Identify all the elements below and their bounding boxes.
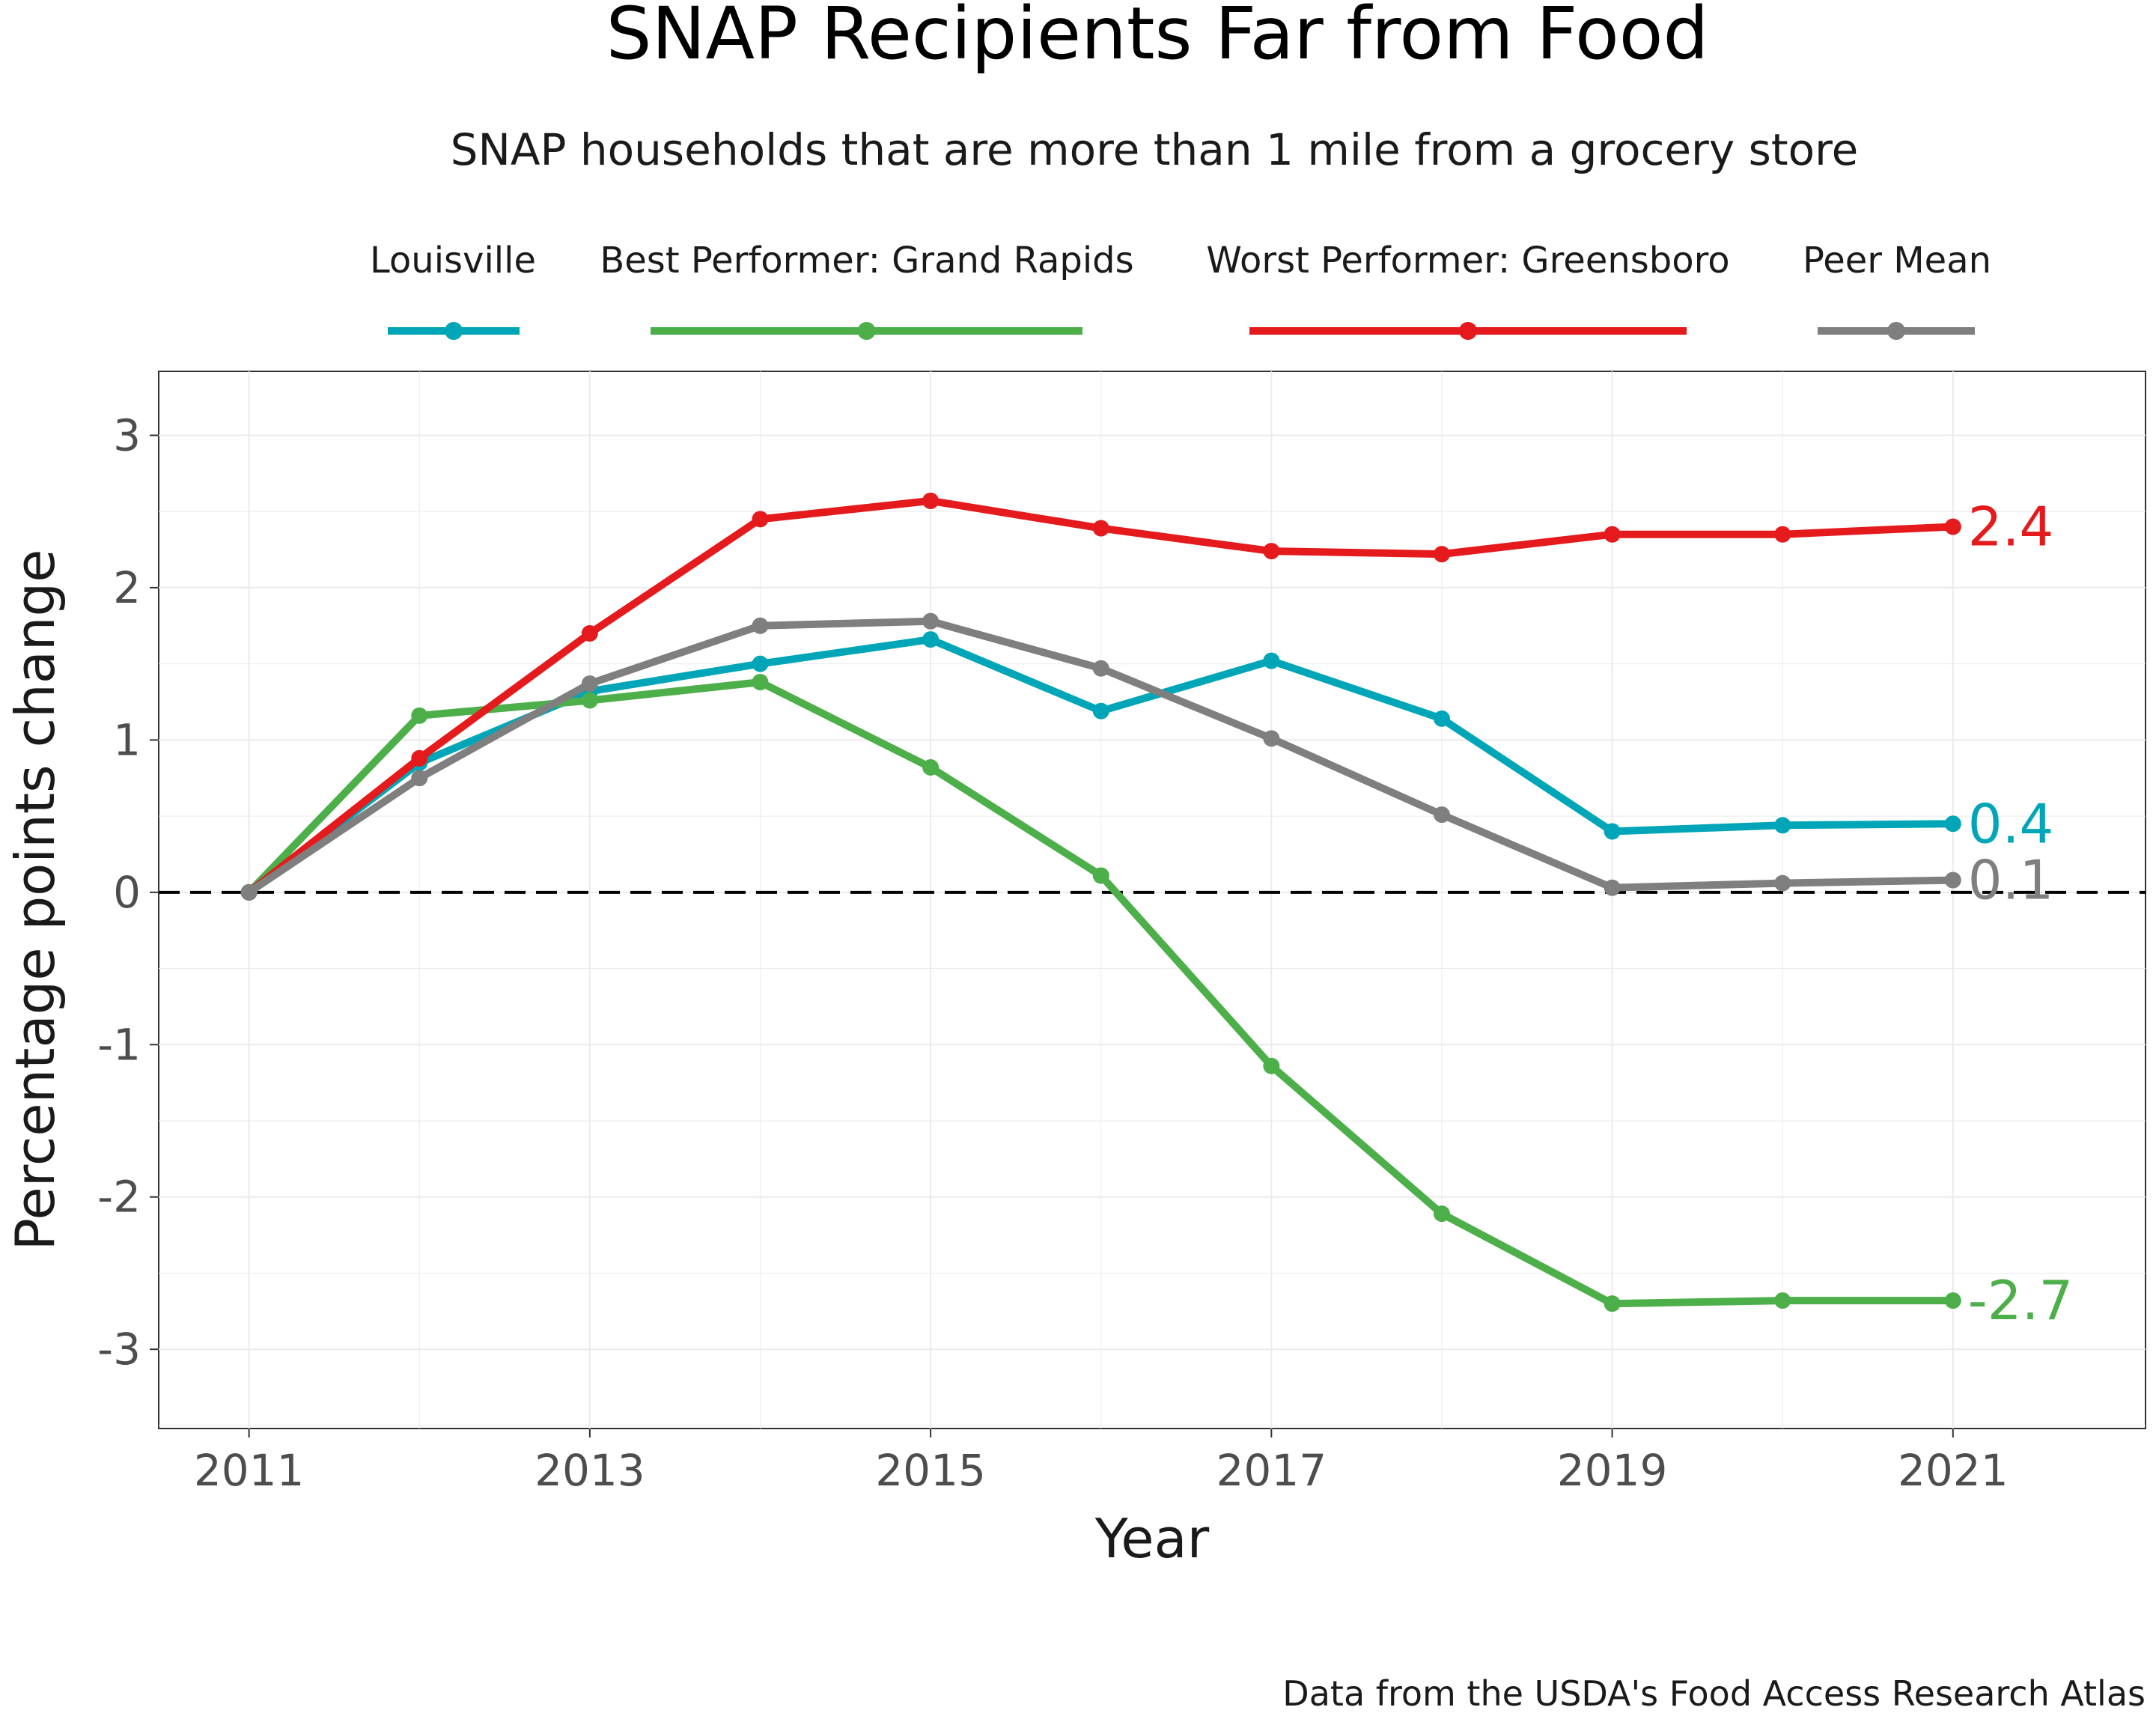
data-point (581, 675, 598, 693)
y-tick-label: 0 (113, 867, 141, 918)
x-tick-label: 2011 (194, 1445, 305, 1496)
legend-item: Worst Performer: Greensboro (1206, 240, 1730, 340)
end-value-label: 0.1 (1968, 849, 2054, 912)
data-point (1604, 526, 1621, 543)
legend-item: Peer Mean (1803, 240, 1991, 340)
data-source-caption: Data from the USDA's Food Access Researc… (1282, 1673, 2146, 1714)
y-axis-title: Percentage points change (4, 550, 67, 1251)
data-point (1092, 660, 1109, 677)
data-point (1774, 526, 1791, 543)
legend-key-point (1887, 322, 1905, 340)
data-point (752, 617, 769, 634)
y-tick-label: 3 (113, 410, 141, 460)
end-value-label: 2.4 (1968, 496, 2054, 559)
data-point (411, 749, 428, 767)
data-point (1944, 815, 1961, 833)
data-point (1263, 730, 1280, 747)
chart-subtitle: SNAP households that are more than 1 mil… (451, 124, 1859, 175)
y-tick-label: -2 (97, 1172, 141, 1223)
data-point (922, 758, 940, 776)
legend-item: Best Performer: Grand Rapids (600, 240, 1134, 340)
legend-key-point (857, 322, 876, 340)
series-group: 0.4 -2.7 2.4 0.1 (240, 492, 2073, 1332)
data-point (1774, 817, 1791, 834)
y-tick-label: -3 (97, 1324, 141, 1375)
data-point (1944, 1292, 1961, 1309)
data-point (1263, 652, 1280, 669)
data-point (1604, 823, 1621, 840)
legend-label: Louisville (370, 240, 536, 282)
data-point (581, 692, 598, 709)
data-point (1944, 518, 1961, 535)
legend: Louisville Best Performer: Grand Rapids Wo… (370, 240, 1991, 340)
data-point (922, 612, 940, 630)
data-point (1433, 806, 1450, 824)
x-tick-label: 2019 (1557, 1445, 1668, 1496)
legend-item: Louisville (370, 240, 536, 340)
x-tick-label: 2021 (1898, 1445, 2009, 1496)
data-point (922, 492, 940, 509)
legend-key-point (1459, 322, 1477, 340)
series-group: -2.7 (240, 674, 2073, 1332)
data-point (752, 511, 769, 528)
data-point (581, 624, 598, 642)
y-axis: -3 -2 -1 0 1 2 3 (97, 410, 159, 1375)
legend-label: Worst Performer: Greensboro (1206, 240, 1729, 282)
y-tick-label: 1 (113, 714, 141, 765)
data-point (240, 883, 258, 901)
data-point (1092, 702, 1109, 719)
data-point (1433, 1205, 1450, 1223)
data-point (1092, 520, 1109, 537)
data-point (411, 770, 428, 787)
data-point (1604, 1295, 1621, 1312)
data-point (1774, 874, 1791, 892)
x-axis: 2011 2013 2015 2017 2019 2021 (194, 1429, 2009, 1496)
data-point (752, 674, 769, 691)
data-point (1433, 546, 1450, 563)
y-tick-label: 2 (113, 562, 141, 613)
chart-title: SNAP Recipients Far from Food (606, 0, 1709, 76)
end-value-label: 0.4 (1968, 792, 2054, 855)
end-value-label: -2.7 (1968, 1269, 2073, 1332)
data-point (411, 707, 428, 724)
x-axis-title: Year (1094, 1507, 1210, 1570)
plot-panel (158, 371, 2146, 1429)
data-point (1092, 867, 1109, 884)
data-point (1433, 710, 1450, 727)
data-point (1263, 1057, 1280, 1074)
legend-label: Peer Mean (1803, 240, 1991, 282)
data-point (752, 655, 769, 672)
data-point (922, 631, 940, 648)
y-tick-label: -1 (97, 1019, 141, 1070)
x-tick-label: 2015 (875, 1445, 986, 1496)
x-tick-label: 2013 (535, 1445, 645, 1496)
legend-label: Best Performer: Grand Rapids (600, 240, 1133, 282)
series-group: 0.1 (240, 612, 2054, 912)
legend-key-point (445, 322, 463, 340)
x-tick-label: 2017 (1216, 1445, 1327, 1496)
data-point (1774, 1292, 1791, 1309)
series-group: 2.4 (240, 492, 2054, 901)
data-point (1263, 543, 1280, 560)
data-point (1944, 871, 1961, 889)
data-point (1604, 879, 1621, 896)
